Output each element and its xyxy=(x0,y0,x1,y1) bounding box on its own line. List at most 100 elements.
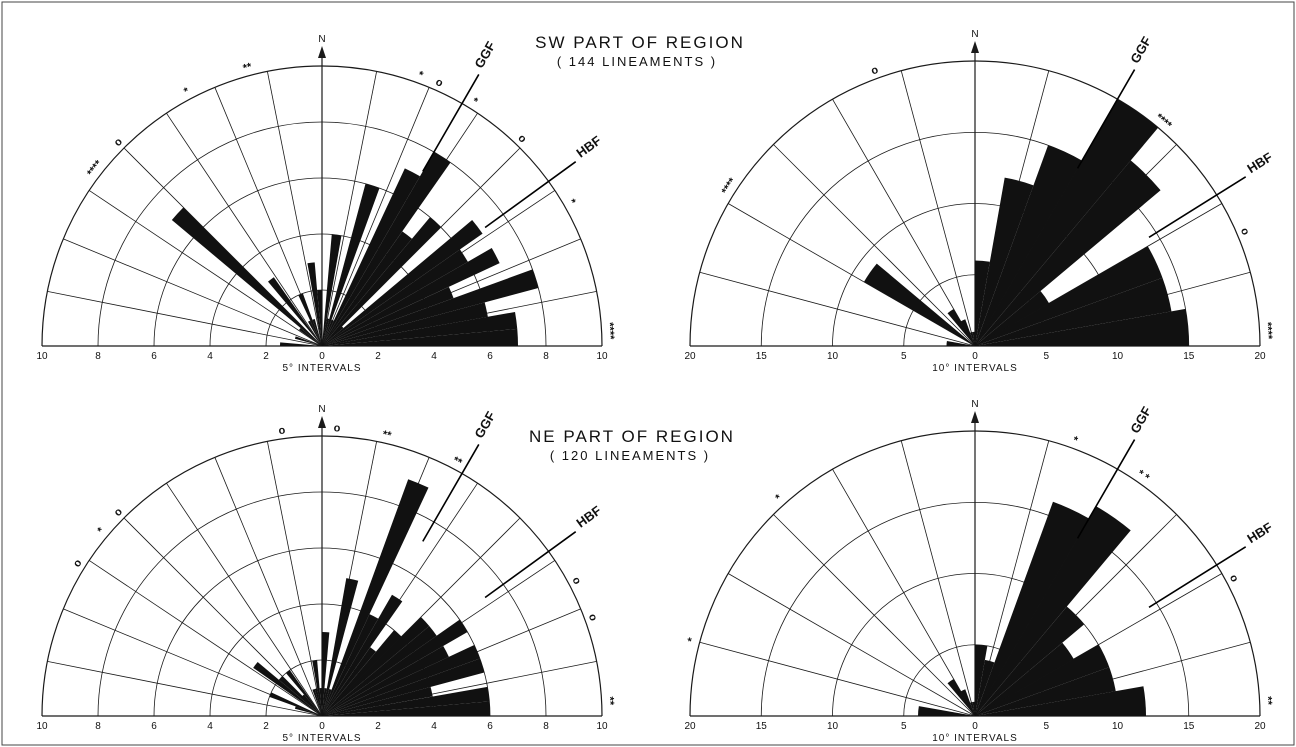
sector-bar-13 xyxy=(975,506,1131,716)
sector-bar-32 xyxy=(322,286,454,346)
sector-bar-33 xyxy=(322,658,485,716)
sector-bar-11 xyxy=(286,670,322,716)
sector-bar-11 xyxy=(975,659,995,716)
radial-line-1 xyxy=(47,660,323,717)
radial-line-3 xyxy=(773,514,976,717)
fault-line-hbf xyxy=(1148,176,1247,238)
north-label: N xyxy=(318,34,325,45)
tick-label: 10 xyxy=(596,721,608,732)
sector-bar-30 xyxy=(322,619,468,716)
sector-bar-18 xyxy=(975,308,1189,346)
sector-bar-9 xyxy=(972,701,975,716)
sector-bar-18 xyxy=(975,686,1146,716)
tick-label: 2 xyxy=(263,351,269,362)
sector-bar-33 xyxy=(322,269,539,346)
tick-label: 5 xyxy=(901,351,907,362)
fault-line-ggf xyxy=(422,444,480,542)
sector-bar-11 xyxy=(268,277,322,346)
sector-bar-35 xyxy=(322,311,518,346)
rim-marker: * xyxy=(686,636,699,644)
radial-line-1 xyxy=(699,271,976,347)
sector-bar-6 xyxy=(947,308,975,346)
radial-line-6 xyxy=(214,457,323,717)
sector-bar-35 xyxy=(322,686,490,716)
sector-bar-5 xyxy=(269,692,322,716)
tick-label: 5 xyxy=(901,721,907,732)
sector-bar-18 xyxy=(319,688,322,716)
north-arrow-icon xyxy=(971,411,979,423)
sector-bar-28 xyxy=(322,326,344,346)
sector-bar-34 xyxy=(322,687,433,716)
north-label: N xyxy=(318,404,325,415)
tick-label: 20 xyxy=(1254,351,1266,362)
tick-label: 0 xyxy=(319,351,325,362)
x-axis-label: 5° INTERVALS xyxy=(283,733,362,744)
tick-label: 15 xyxy=(756,721,768,732)
sector-bar-24 xyxy=(322,614,378,716)
tick-label: 8 xyxy=(543,721,549,732)
radial-line-5 xyxy=(900,440,976,717)
sector-bar-4 xyxy=(294,706,322,716)
tick-label: 4 xyxy=(207,351,213,362)
sector-bar-14 xyxy=(975,160,1161,346)
sector-bar-31 xyxy=(322,646,449,716)
sector-bar-9 xyxy=(972,331,975,346)
rim-marker: ** xyxy=(1261,696,1273,706)
sector-bar-31 xyxy=(322,248,500,346)
sector-bar-27 xyxy=(322,630,402,716)
tick-label: 6 xyxy=(151,721,157,732)
tick-label: 15 xyxy=(756,351,768,362)
sector-bar-9 xyxy=(279,676,322,716)
tick-label: 4 xyxy=(431,721,437,732)
tick-label: 10 xyxy=(1112,351,1124,362)
radial-line-1 xyxy=(699,641,976,717)
tick-label: 6 xyxy=(487,351,493,362)
radial-line-5 xyxy=(900,70,976,347)
rim-marker: * xyxy=(416,69,425,82)
sector-bar-34 xyxy=(322,302,488,346)
sector-bar-15 xyxy=(312,688,322,716)
sector-bar-16 xyxy=(975,246,1163,346)
sector-bar-27 xyxy=(322,217,441,346)
rim-marker: **** xyxy=(1261,322,1274,340)
tick-label: 15 xyxy=(1183,351,1195,362)
sector-bar-11 xyxy=(975,177,1034,346)
sector-bar-23 xyxy=(322,319,334,346)
tick-label: 8 xyxy=(95,351,101,362)
radial-line-7 xyxy=(266,71,323,347)
sector-bar-15 xyxy=(312,318,322,346)
sector-bar-30 xyxy=(322,249,468,346)
sector-bar-25 xyxy=(322,152,451,346)
tick-label: 10 xyxy=(36,351,48,362)
radial-line-2 xyxy=(63,238,323,347)
sector-bar-17 xyxy=(307,262,322,346)
sector-bar-20 xyxy=(322,234,342,346)
radial-line-5 xyxy=(166,482,323,717)
rim-marker: o xyxy=(1238,226,1252,237)
rose-panel-sw-5deg: N10 8 6 4 2 0 2 4 6 8 105° INTERVALSGGFHBF****o***… xyxy=(36,34,616,374)
fault-line-hbf xyxy=(484,531,577,599)
sector-bar-12 xyxy=(975,145,1082,346)
radial-line-8 xyxy=(321,71,378,347)
radial-line-3 xyxy=(88,190,323,347)
sector-bar-13 xyxy=(308,320,322,346)
tick-label: 10 xyxy=(36,721,48,732)
sector-bar-17 xyxy=(975,277,1172,346)
tick-label: 0 xyxy=(972,721,978,732)
rim-marker: o xyxy=(434,76,445,90)
sector-bar-17 xyxy=(975,667,1116,716)
sector-bar-36 xyxy=(322,701,490,716)
sector-bar-29 xyxy=(322,626,437,716)
sector-bar-10 xyxy=(302,694,322,716)
rim-marker: o xyxy=(870,64,881,78)
tick-label: 15 xyxy=(1183,721,1195,732)
sector-bar-1 xyxy=(280,342,322,346)
sector-bar-29 xyxy=(322,220,483,346)
sector-bar-4 xyxy=(294,336,322,346)
north-label: N xyxy=(971,399,978,410)
sector-bar-22 xyxy=(322,688,332,716)
sector-bar-8 xyxy=(299,328,322,346)
